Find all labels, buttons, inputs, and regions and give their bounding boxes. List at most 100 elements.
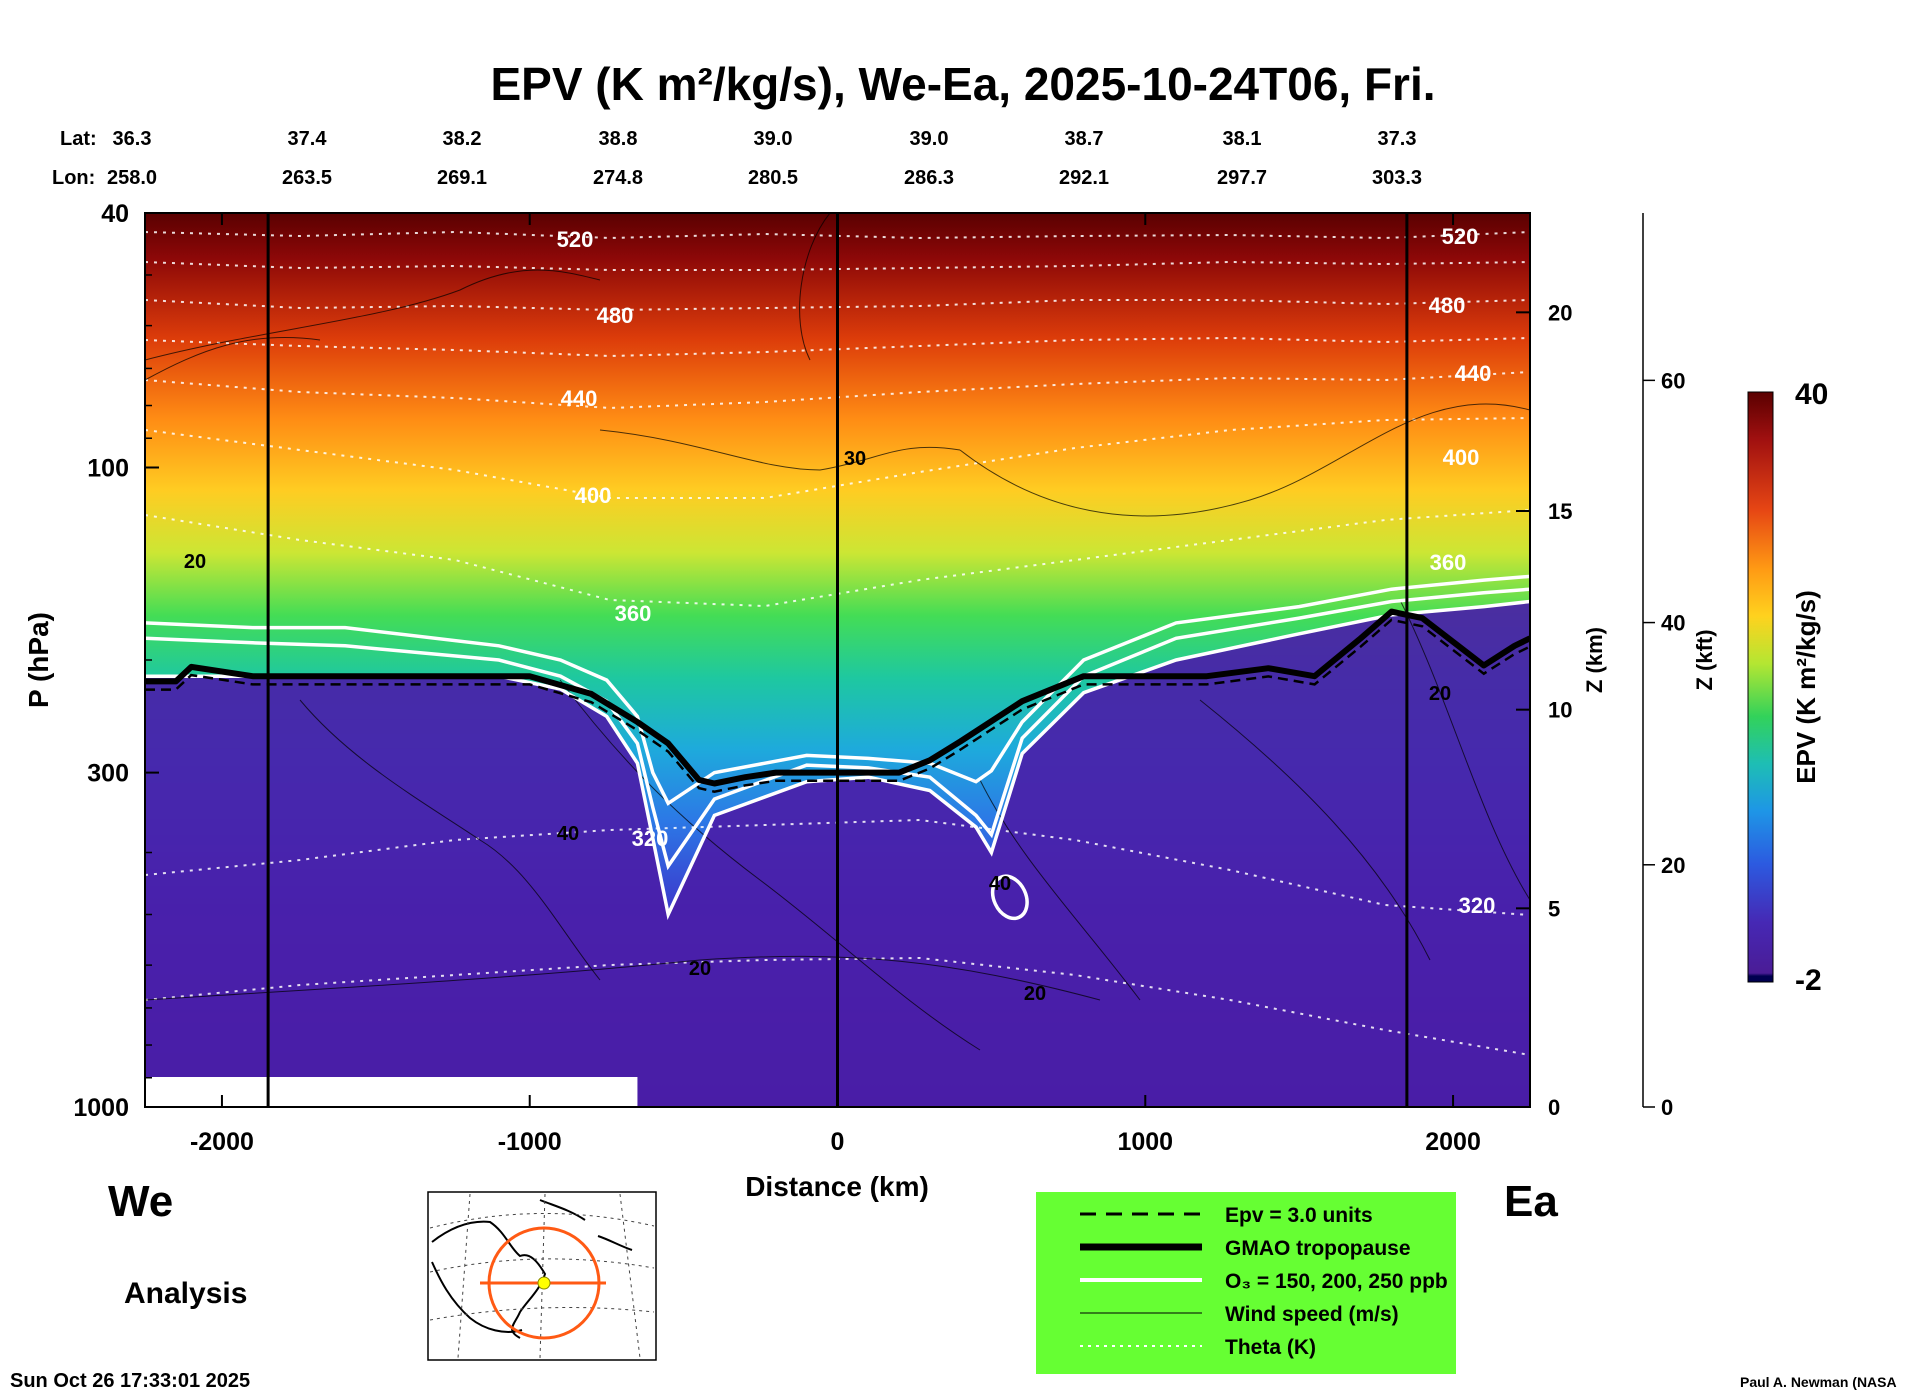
- theta-label: 320: [1459, 893, 1496, 918]
- wind-contour: [599, 429, 961, 471]
- z-km-tick-label: 20: [1548, 300, 1572, 325]
- theta-label: 480: [597, 303, 634, 328]
- theta-label: 440: [1455, 361, 1492, 386]
- lon-value: 258.0: [107, 167, 157, 189]
- x-tick-label: 0: [831, 1128, 845, 1156]
- colorbar-max-label: 40: [1795, 378, 1828, 411]
- wind-contour: [145, 955, 1101, 1001]
- colorbar-min-label: -2: [1795, 964, 1822, 997]
- lon-value: 286.3: [904, 167, 954, 189]
- colorbar-bar: [1747, 391, 1774, 983]
- wind-label: 40: [557, 823, 579, 845]
- wind-label: 20: [689, 958, 711, 980]
- lon-value: 274.8: [593, 167, 643, 189]
- wind-label: 30: [844, 448, 866, 470]
- legend-label: Epv = 3.0 units: [1225, 1204, 1373, 1227]
- lat-lon-values: 36.3 37.4 38.2 38.8 39.0 39.0 38.7 38.1 37.3 258.…: [107, 128, 1422, 189]
- theta-contour: [145, 299, 1530, 312]
- theta-label: 520: [557, 227, 594, 252]
- east-label: Ea: [1504, 1177, 1558, 1226]
- analysis-label: Analysis: [124, 1277, 247, 1310]
- map-center-marker: [537, 1276, 551, 1290]
- z-km-axis-label: Z (km): [1582, 627, 1607, 693]
- x-tick-label: -2000: [190, 1128, 254, 1156]
- timestamp: Sun Oct 26 17:33:01 2025: [10, 1370, 250, 1392]
- theta-contour: [145, 818, 1530, 916]
- z-kft-tick-label: 60: [1661, 368, 1685, 393]
- surface-mask: [145, 1077, 638, 1107]
- legend-label: GMAO tropopause: [1225, 1237, 1411, 1260]
- lon-label: Lon:: [52, 167, 95, 189]
- z-km-tick-label: 5: [1548, 896, 1560, 921]
- theta-contour: [145, 509, 1530, 608]
- legend-background: [1036, 1192, 1456, 1374]
- x-axis-label: Distance (km): [745, 1171, 929, 1202]
- lon-value: 263.5: [282, 167, 332, 189]
- z-kft-tick-label: 40: [1661, 611, 1685, 636]
- theta-label: 440: [561, 386, 598, 411]
- wind-contour: [799, 213, 831, 361]
- wind-contour: [559, 679, 981, 1051]
- z-kft-axis-label: Z (kft): [1692, 629, 1717, 690]
- lon-value: 269.1: [437, 167, 487, 189]
- contour-lines: 520 480 440 400 360 320 520 480 440 400 360 320 20 20…: [145, 213, 1530, 1107]
- wind-contour: [979, 779, 1141, 1001]
- theta-label: 360: [1430, 550, 1467, 575]
- lat-value: 39.0: [910, 128, 949, 150]
- lat-value: 38.8: [599, 128, 638, 150]
- z-km-tick-label: 10: [1548, 698, 1572, 723]
- legend-entries: Epv = 3.0 units GMAO tropopause O₃ = 150, …: [1080, 1204, 1448, 1359]
- y-axis-label: P (hPa): [23, 612, 54, 708]
- map-coastline: [431, 1199, 633, 1339]
- x-tick-label: 2000: [1425, 1128, 1481, 1156]
- lat-lon-header: Lat: Lon: 36.3 37.4 38.2 38.8 39.0 39.0 38.7 38…: [52, 128, 1422, 189]
- theta-label: 320: [632, 826, 669, 851]
- plot-area: 520 480 440 400 360 320 520 480 440 400 360 320 20 20…: [144, 212, 1531, 1108]
- wind-contour: [145, 336, 321, 381]
- map-frame: [427, 1191, 657, 1361]
- legend-box: Epv = 3.0 units GMAO tropopause O₃ = 150, …: [1036, 1192, 1456, 1374]
- theta-label: 480: [1429, 293, 1466, 318]
- z-kft-tick-label: 20: [1661, 853, 1685, 878]
- p-tick-label: 40: [101, 200, 129, 228]
- colorbar-title: EPV (K m²/kg/s): [1791, 590, 1821, 784]
- lat-label: Lat:: [60, 128, 97, 150]
- wind-contour: [299, 699, 601, 981]
- wind-contour: [1199, 699, 1431, 961]
- z-km-tick-label: 15: [1548, 499, 1572, 524]
- ozone-contour-island: [990, 874, 1029, 921]
- west-label: We: [108, 1177, 173, 1226]
- wind-contour: [959, 403, 1530, 517]
- wind-label: 20: [184, 551, 206, 573]
- lon-value: 303.3: [1372, 167, 1422, 189]
- colorbar: 40 -2 EPV (K m²/kg/s): [1747, 378, 1828, 997]
- credit-label: Paul A. Newman (NASA: [1740, 1374, 1897, 1390]
- lat-value: 37.4: [288, 128, 328, 150]
- lat-value: 39.0: [754, 128, 793, 150]
- theta-label: 400: [1443, 445, 1480, 470]
- axes: -2000 -1000 0 1000 2000 40 100 300 1000 0 5 10 15 20 0…: [73, 200, 1685, 1156]
- lon-value: 297.7: [1217, 167, 1267, 189]
- tropopause-line: [145, 608, 1530, 787]
- wind-label: 20: [1024, 983, 1046, 1005]
- lat-value: 37.3: [1378, 128, 1417, 150]
- x-tick-label: -1000: [498, 1128, 562, 1156]
- wind-label: 40: [989, 873, 1011, 895]
- wind-label: 20: [1429, 683, 1451, 705]
- wind-contour: [145, 269, 601, 361]
- theta-label: 400: [575, 483, 612, 508]
- theta-label: 360: [615, 601, 652, 626]
- locator-map: [427, 1191, 657, 1361]
- lat-value: 38.7: [1065, 128, 1104, 150]
- legend-label: Wind speed (m/s): [1225, 1303, 1399, 1326]
- theta-contour: [145, 417, 1530, 499]
- wind-contour: [1399, 599, 1530, 901]
- legend-label: Theta (K): [1225, 1336, 1316, 1359]
- map-gridlines: [429, 1193, 655, 1359]
- lon-value: 292.1: [1059, 167, 1109, 189]
- theta-contour: [145, 260, 1530, 271]
- z-km-tick-label: 0: [1548, 1095, 1560, 1120]
- p-tick-label: 300: [87, 760, 129, 788]
- lon-value: 280.5: [748, 167, 798, 189]
